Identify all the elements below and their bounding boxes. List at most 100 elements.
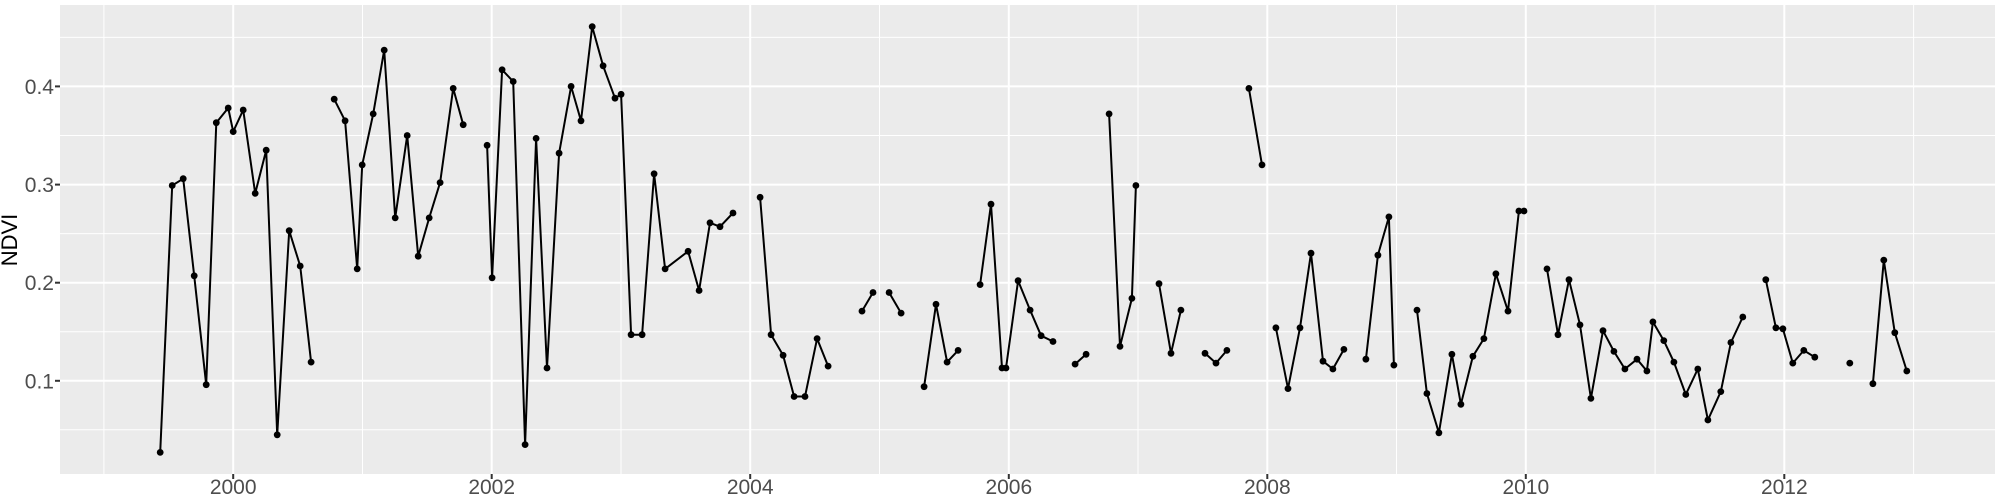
data-point <box>577 117 585 125</box>
data-point <box>1374 251 1382 259</box>
series-line-segment <box>861 291 874 313</box>
data-point <box>1340 346 1348 353</box>
x-tick-label: 2006 <box>985 476 1032 499</box>
data-point <box>229 128 237 136</box>
data-point <box>588 23 596 30</box>
data-point <box>521 441 529 448</box>
data-point <box>729 209 737 217</box>
data-point <box>1258 161 1266 169</box>
data-point <box>1435 429 1443 437</box>
data-point <box>1520 207 1528 215</box>
x-tick-label: 2002 <box>468 476 515 499</box>
x-tick-label: 2000 <box>210 476 257 499</box>
data-point <box>179 175 187 183</box>
data-point <box>532 135 540 142</box>
data-point <box>414 252 422 260</box>
data-point <box>380 46 388 54</box>
data-point <box>1492 270 1500 278</box>
data-point <box>1026 306 1034 314</box>
y-tick-label: 0.1 <box>25 370 54 393</box>
data-point <box>638 331 646 339</box>
data-point <box>1504 307 1512 315</box>
data-point <box>1413 306 1421 314</box>
data-point <box>1543 265 1551 273</box>
data-point <box>943 358 951 366</box>
data-point <box>1515 207 1523 215</box>
data-point <box>1565 276 1573 284</box>
x-tick-label: 2012 <box>1761 476 1808 499</box>
data-point <box>716 223 724 231</box>
major-gridlines <box>60 5 1995 474</box>
data-point <box>1762 276 1770 284</box>
axis-ticks <box>55 85 1786 479</box>
data-point <box>920 383 928 391</box>
data-point <box>627 331 635 339</box>
data-point <box>1903 367 1911 375</box>
data-point <box>706 219 714 227</box>
data-point <box>168 182 176 189</box>
data-point <box>1223 347 1231 354</box>
y-tick-label: 0.3 <box>25 174 54 197</box>
y-axis-labels: 0.1 0.2 0.3 0.4 <box>25 76 55 393</box>
data-point <box>555 149 563 157</box>
data-point <box>1105 110 1113 118</box>
data-point <box>307 358 315 366</box>
data-point <box>509 78 517 85</box>
data-point <box>1296 324 1304 332</box>
data-point <box>1307 249 1315 257</box>
data-point <box>599 62 607 70</box>
data-point <box>1633 355 1641 363</box>
data-point <box>695 287 703 294</box>
data-point <box>1014 277 1022 285</box>
data-point <box>1167 349 1175 357</box>
data-point <box>1201 349 1209 357</box>
data-point <box>1329 365 1337 373</box>
data-point <box>1319 357 1327 365</box>
data-point <box>987 200 995 208</box>
data-point <box>1272 324 1280 332</box>
series-line-segment <box>979 203 1054 369</box>
data-series <box>156 23 1911 456</box>
data-point <box>1132 182 1140 189</box>
data-point <box>1649 318 1657 326</box>
data-point <box>202 381 210 389</box>
data-point <box>425 214 433 222</box>
data-point <box>156 449 164 456</box>
data-point <box>483 141 491 149</box>
plot-panel <box>60 5 1995 474</box>
data-point <box>1800 347 1808 354</box>
data-point <box>1846 359 1854 367</box>
data-point <box>858 307 866 315</box>
data-point <box>1390 361 1398 369</box>
data-point <box>801 393 809 400</box>
data-point <box>567 83 575 90</box>
data-point <box>212 119 220 127</box>
data-point <box>1587 395 1595 402</box>
data-point <box>661 265 669 273</box>
data-point <box>369 110 377 118</box>
data-point <box>285 227 293 235</box>
data-point <box>1682 391 1690 398</box>
series-line-segment <box>1871 259 1908 385</box>
data-point <box>1704 416 1712 424</box>
x-tick-label: 2004 <box>727 476 774 499</box>
data-point <box>1128 295 1136 302</box>
data-point <box>1212 359 1220 367</box>
data-point <box>1448 350 1456 358</box>
data-point <box>543 364 551 372</box>
data-point <box>1670 358 1678 366</box>
data-point <box>1457 400 1465 408</box>
series-line-segment <box>1364 215 1395 367</box>
data-point <box>885 289 893 296</box>
series-line-segment <box>888 291 903 315</box>
data-point <box>1610 348 1618 355</box>
data-point <box>767 331 775 339</box>
data-point <box>954 347 962 354</box>
data-point <box>1621 365 1629 373</box>
data-point <box>932 300 940 308</box>
data-point <box>330 95 338 103</box>
data-point <box>1385 213 1393 221</box>
data-point <box>1811 353 1819 361</box>
data-point <box>1155 280 1163 288</box>
